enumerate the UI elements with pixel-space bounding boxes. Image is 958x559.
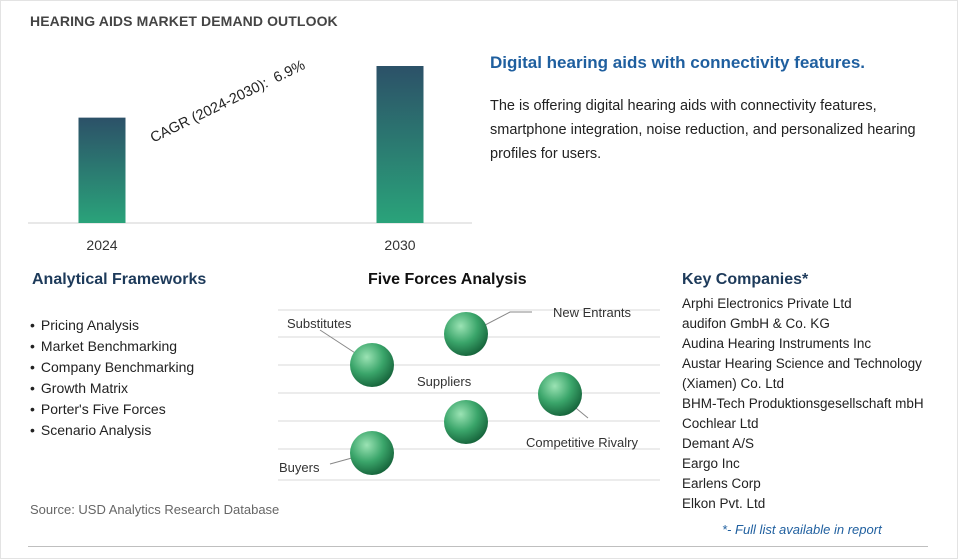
page-title: HEARING AIDS MARKET DEMAND OUTLOOK [30,13,338,29]
sphere-substitutes [350,343,394,387]
label-new-entrants: New Entrants [553,305,632,320]
sphere-suppliers [444,400,488,444]
list-item: Eargo Inc [682,456,740,471]
sphere-new-entrants [444,312,488,356]
list-item: Cochlear Ltd [682,416,759,431]
label-substitutes: Substitutes [287,316,352,331]
list-item: Market Benchmarking [30,336,194,357]
companies-list: Arphi Electronics Private Ltd audifon Gm… [682,294,924,514]
list-item: BHM-Tech Produktionsgesellschaft mbH [682,396,924,411]
bar-2030 [376,66,424,223]
five-forces-diagram [278,309,660,481]
bottom-divider [28,546,928,547]
frameworks-list: Pricing Analysis Market Benchmarking Com… [30,315,194,441]
list-item: audifon GmbH & Co. KG [682,316,830,331]
companies-heading: Key Companies* [682,271,809,288]
label-competitive-rivalry: Competitive Rivalry [526,435,638,450]
list-item: (Xiamen) Co. Ltd [682,376,785,391]
five-forces-heading: Five Forces Analysis [368,271,527,288]
sphere-competitive-rivalry [538,372,582,416]
list-item: Growth Matrix [30,378,194,399]
x-tick-label: 2030 [384,237,415,253]
label-buyers: Buyers [279,460,320,475]
list-item: Austar Hearing Science and Technology [682,356,922,371]
list-item: Earlens Corp [682,476,761,491]
list-item: Demant A/S [682,436,755,451]
list-item: Scenario Analysis [30,420,194,441]
list-item: Porter's Five Forces [30,399,194,420]
list-item: Pricing Analysis [30,315,194,336]
headline: Digital hearing aids with connectivity f… [490,53,866,72]
x-tick-label: 2024 [86,237,117,253]
list-item: Audina Hearing Instruments Inc [682,336,872,351]
list-item: Arphi Electronics Private Ltd [682,296,852,311]
source-note: Source: USD Analytics Research Database [30,502,280,517]
label-suppliers: Suppliers [417,374,472,389]
bar-chart: 2024 2030 [28,66,472,253]
description: The is offering digital hearing aids wit… [490,98,916,162]
list-item: Elkon Pvt. Ltd [682,496,766,511]
full-list-note: *- Full list available in report [722,522,882,537]
sphere-buyers [350,431,394,475]
list-item: Company Benchmarking [30,357,194,378]
frameworks-heading: Analytical Frameworks [32,271,207,288]
bar-2024 [78,117,126,223]
